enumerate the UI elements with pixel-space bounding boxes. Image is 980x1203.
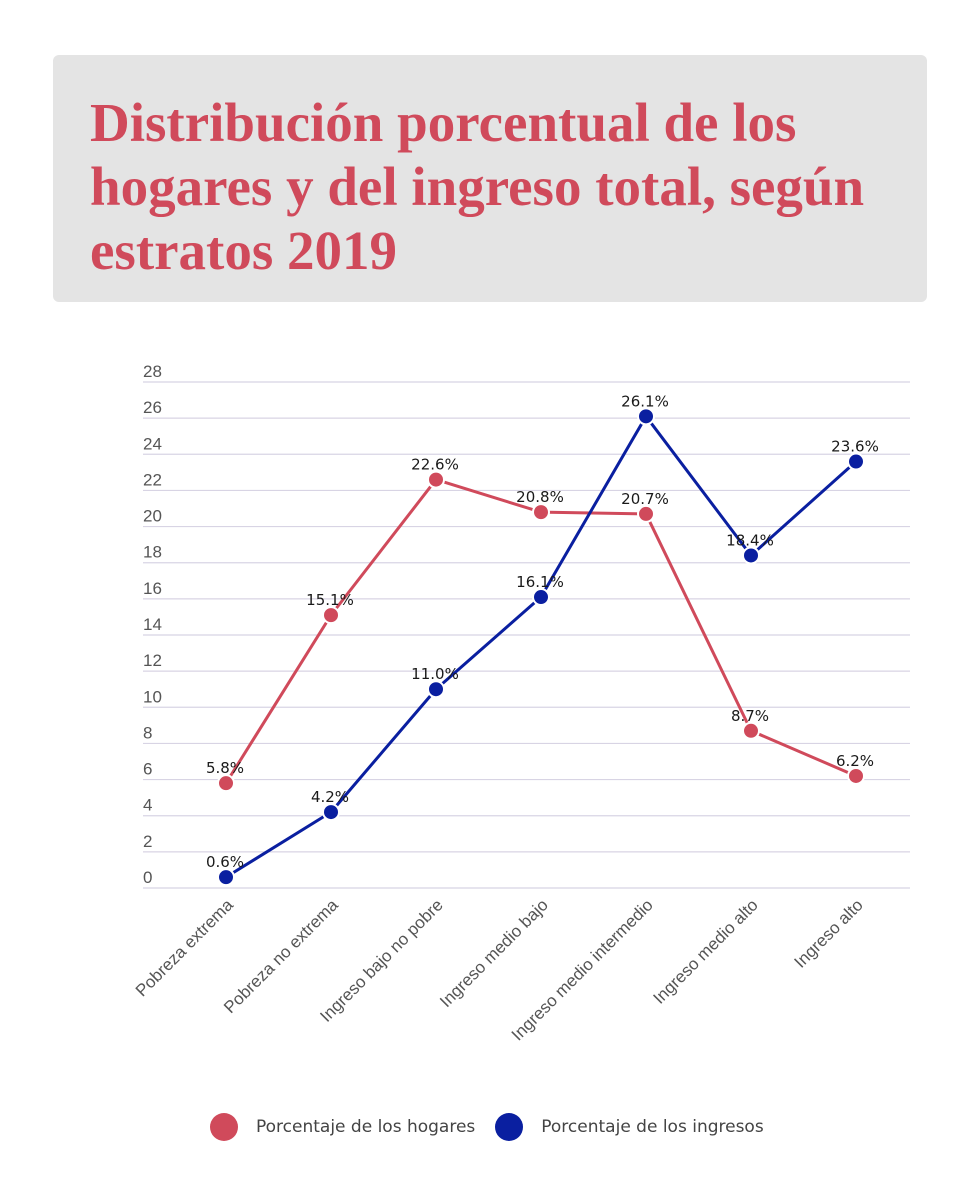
legend-item-ingresos[interactable]: Porcentaje de los ingresos	[495, 1113, 764, 1141]
data-label-ingresos: 26.1%	[621, 392, 669, 410]
point-ingresos	[742, 546, 760, 565]
legend-marker-ingresos	[495, 1113, 524, 1141]
x-category-label: Ingreso medio bajo	[436, 895, 552, 1011]
chart-title: Distribución porcentual de los hogares y…	[90, 92, 865, 281]
data-label-ingresos: 18.4%	[726, 531, 774, 549]
x-category-label: Ingreso bajo no pobre	[316, 895, 446, 1025]
legend-item-hogares[interactable]: Porcentaje de los hogares	[210, 1113, 475, 1141]
point-ingresos	[847, 452, 865, 471]
series-line-hogares	[224, 478, 857, 784]
title-panel: Distribución porcentual de los hogares y…	[53, 55, 927, 302]
y-tick-label: 22	[143, 470, 162, 489]
point-hogares	[847, 766, 865, 785]
x-category-label: Pobreza no extrema	[220, 895, 342, 1017]
y-tick-label: 6	[143, 760, 152, 779]
point-hogares	[742, 721, 760, 740]
data-label-hogares: 22.6%	[411, 456, 459, 474]
legend-label-ingresos: Porcentaje de los ingresos	[541, 1117, 764, 1137]
data-label-ingresos: 23.6%	[831, 438, 879, 456]
y-tick-label: 4	[143, 796, 152, 815]
y-tick-label: 0	[143, 868, 152, 887]
y-tick-label: 24	[143, 434, 162, 453]
legend-label-hogares: Porcentaje de los hogares	[256, 1117, 476, 1137]
data-label-ingresos: 4.2%	[311, 788, 349, 806]
data-label-hogares: 8.7%	[731, 707, 769, 725]
x-category-label: Pobreza extrema	[132, 895, 237, 1000]
x-category-label: Ingreso medio alto	[649, 895, 761, 1007]
y-tick-label: 10	[143, 687, 162, 706]
data-label-ingresos: 11.0%	[411, 665, 459, 683]
y-tick-label: 14	[143, 615, 162, 634]
legend-marker-hogares	[210, 1113, 238, 1141]
y-tick-label: 8	[143, 723, 152, 742]
point-ingresos	[322, 803, 340, 822]
y-tick-label: 26	[143, 398, 162, 417]
point-ingresos	[532, 588, 550, 607]
data-label-hogares: 6.2%	[836, 752, 874, 770]
data-label-ingresos: 0.6%	[206, 853, 244, 871]
data-label-hogares: 20.8%	[516, 488, 564, 506]
y-tick-label: 18	[143, 543, 162, 562]
y-tick-label: 28	[143, 362, 162, 381]
point-ingresos	[427, 680, 445, 699]
y-tick-label: 12	[143, 651, 162, 670]
data-label-hogares: 5.8%	[206, 759, 244, 777]
point-ingresos	[217, 868, 235, 887]
point-hogares	[637, 504, 655, 523]
data-label-hogares: 15.1%	[306, 591, 354, 609]
point-hogares	[322, 606, 340, 625]
legend: Porcentaje de los hogares Porcentaje de …	[210, 1113, 784, 1141]
point-hogares	[532, 503, 550, 522]
point-hogares	[427, 470, 445, 489]
y-tick-label: 2	[143, 832, 152, 851]
y-tick-label: 20	[143, 507, 162, 526]
point-ingresos	[637, 407, 655, 426]
series-line-ingresos	[225, 414, 858, 879]
x-category-label: Ingreso alto	[791, 895, 867, 971]
data-label-ingresos: 16.1%	[516, 573, 564, 591]
y-tick-label: 16	[143, 579, 162, 598]
point-hogares	[217, 774, 235, 793]
data-label-hogares: 20.7%	[621, 490, 669, 508]
